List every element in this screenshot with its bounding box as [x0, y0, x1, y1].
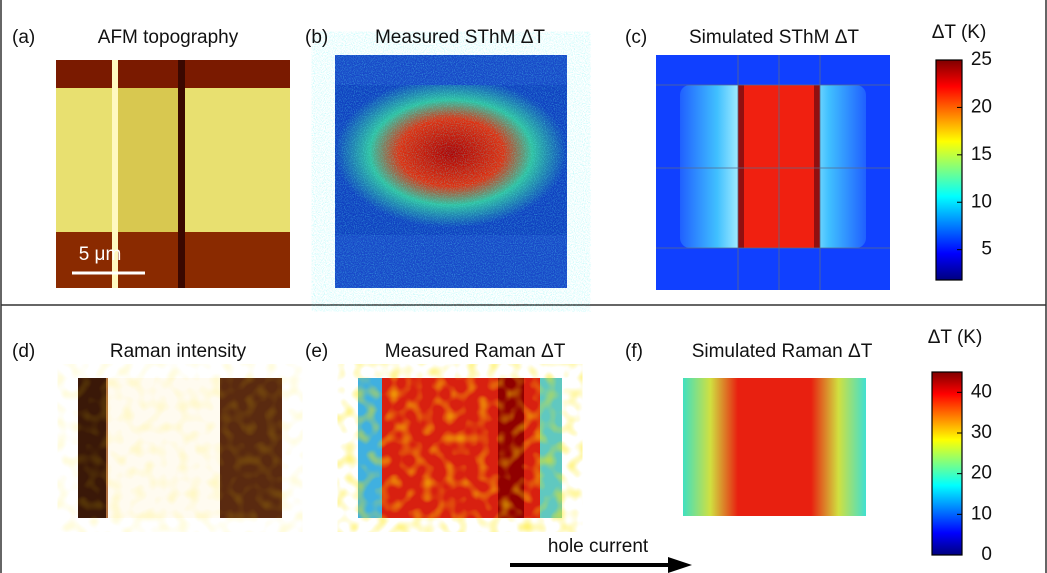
colorbar-tick-label: 15: [971, 144, 992, 165]
colorbar-tick-label: 10: [971, 503, 992, 524]
panel-title: AFM topography: [98, 27, 239, 48]
colorbar-tick-label: 10: [971, 191, 992, 212]
colorbar-tick-label: 0: [981, 544, 992, 565]
raman-measured-image: [358, 378, 562, 518]
colorbar-tick-label: 25: [971, 49, 992, 70]
panel-title: Simulated SThM ΔT: [689, 27, 859, 48]
colorbar-tick-label: 40: [971, 381, 992, 402]
panel-label: (e): [305, 341, 328, 362]
sthm-simulated-image: [656, 55, 890, 290]
colorbar-tick-label: 20: [971, 463, 992, 484]
panel-title: Simulated Raman ΔT: [692, 341, 873, 362]
colorbar: [935, 59, 963, 281]
panel-title: Raman intensity: [110, 341, 247, 362]
panel-label: (b): [305, 27, 328, 48]
colorbar: [931, 371, 963, 556]
panel-label: (f): [625, 341, 643, 362]
raman-simulated-image: [683, 378, 866, 516]
afm-image: [56, 60, 290, 288]
colorbar-title: ΔT (K): [928, 327, 983, 348]
arrow-label: hole current: [548, 536, 649, 557]
panel-label: (d): [12, 341, 35, 362]
panel-label: (c): [625, 27, 647, 48]
arrow: [510, 557, 692, 573]
scale-bar-label: 5 μm: [79, 244, 122, 265]
panel-title: Measured Raman ΔT: [385, 341, 566, 362]
colorbar-title: ΔT (K): [932, 22, 987, 43]
sthm-measured-image: [335, 55, 567, 288]
colorbar-tick-label: 30: [971, 422, 992, 443]
colorbar-tick-label: 5: [981, 239, 992, 260]
panel-title: Measured SThM ΔT: [375, 27, 545, 48]
panel-label: (a): [12, 27, 35, 48]
raman-intensity-image: [78, 378, 282, 518]
colorbar-tick-label: 20: [971, 96, 992, 117]
